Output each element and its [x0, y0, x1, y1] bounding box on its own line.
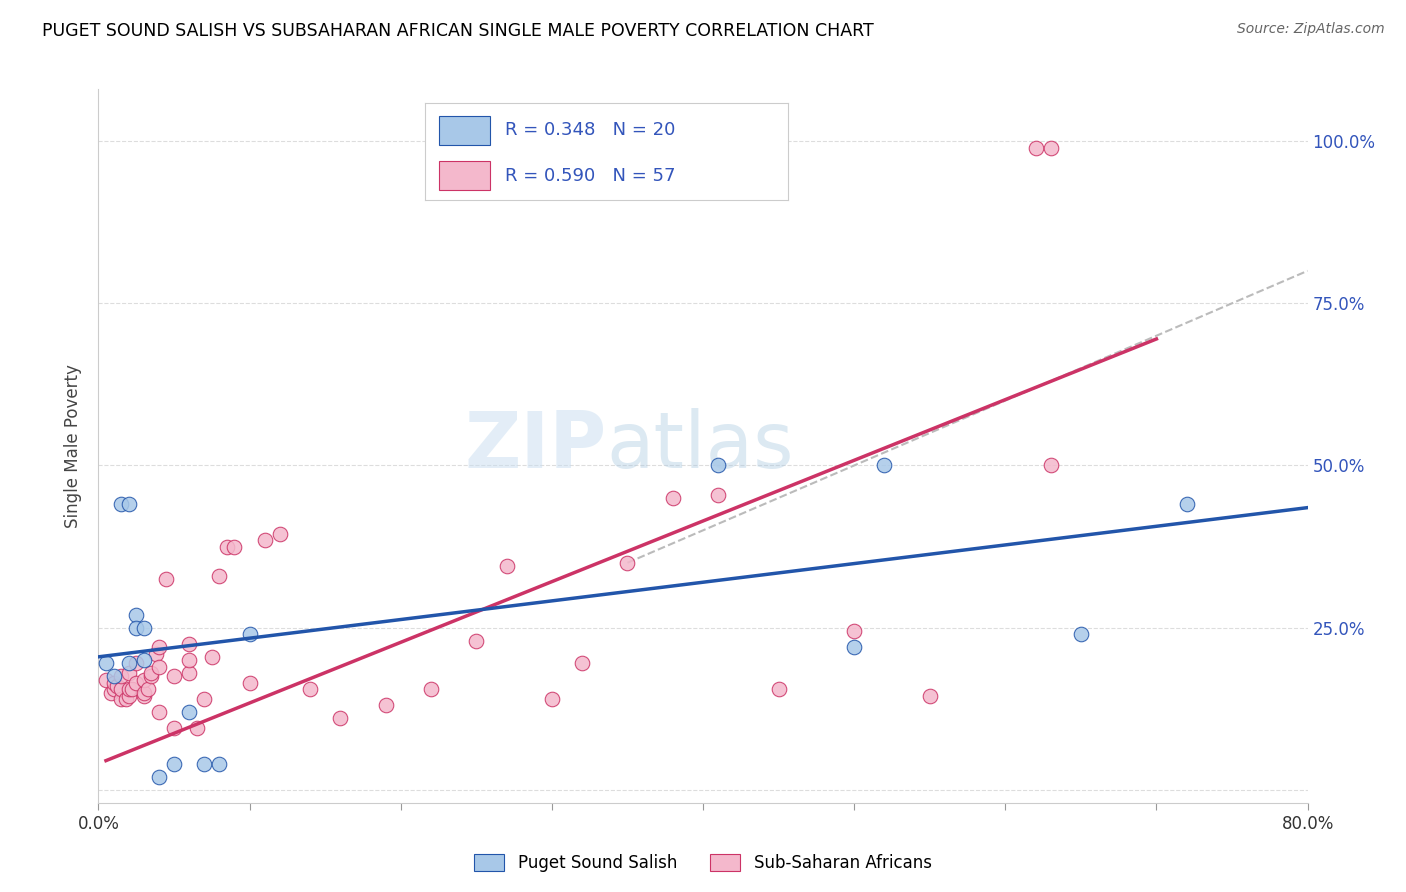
Point: [208, 756, 231, 771]
Point: [269, 526, 291, 541]
Point: [707, 458, 730, 473]
Point: [707, 488, 730, 502]
Point: [179, 637, 201, 651]
Point: [844, 640, 866, 654]
Point: [118, 682, 141, 697]
Point: [540, 692, 562, 706]
Point: [239, 627, 262, 641]
Point: [132, 689, 155, 703]
Point: [193, 756, 215, 771]
Point: [186, 721, 208, 735]
Point: [768, 682, 790, 697]
Point: [1039, 458, 1062, 473]
Point: [253, 533, 276, 547]
Point: [374, 698, 396, 713]
Point: [141, 669, 163, 683]
Point: [155, 572, 177, 586]
Point: [179, 653, 201, 667]
Point: [105, 679, 128, 693]
Point: [103, 682, 125, 697]
Point: [136, 682, 159, 697]
Point: [179, 666, 201, 681]
Point: [420, 682, 443, 697]
Text: Source: ZipAtlas.com: Source: ZipAtlas.com: [1237, 22, 1385, 37]
Point: [918, 689, 941, 703]
Point: [118, 689, 141, 703]
Point: [299, 682, 322, 697]
Point: [125, 607, 148, 622]
Point: [132, 621, 155, 635]
Text: ZIP: ZIP: [464, 408, 606, 484]
Point: [125, 621, 148, 635]
Point: [94, 657, 117, 671]
Point: [94, 673, 117, 687]
Point: [110, 692, 132, 706]
Point: [148, 705, 170, 719]
Point: [571, 657, 593, 671]
Point: [110, 497, 132, 511]
Point: [118, 666, 141, 681]
Point: [844, 624, 866, 638]
Text: atlas: atlas: [606, 408, 794, 484]
Point: [661, 491, 683, 505]
Point: [215, 540, 238, 554]
Point: [179, 705, 201, 719]
Point: [110, 669, 132, 683]
Point: [100, 685, 122, 699]
Point: [145, 647, 167, 661]
Y-axis label: Single Male Poverty: Single Male Poverty: [65, 364, 83, 528]
Point: [132, 653, 155, 667]
Point: [239, 675, 262, 690]
Point: [465, 633, 488, 648]
Point: [201, 649, 224, 664]
Point: [132, 685, 155, 699]
Point: [495, 559, 517, 574]
Point: [616, 556, 638, 570]
Point: [121, 682, 143, 697]
Point: [163, 756, 186, 771]
Point: [132, 673, 155, 687]
Point: [148, 659, 170, 673]
Point: [1070, 627, 1092, 641]
Legend: Puget Sound Salish, Sub-Saharan Africans: Puget Sound Salish, Sub-Saharan Africans: [465, 846, 941, 880]
Point: [148, 640, 170, 654]
Point: [163, 669, 186, 683]
Point: [329, 711, 352, 725]
Point: [103, 675, 125, 690]
Point: [873, 458, 896, 473]
Point: [125, 675, 148, 690]
Point: [193, 692, 215, 706]
Point: [118, 657, 141, 671]
Point: [224, 540, 246, 554]
Point: [1024, 140, 1046, 154]
Point: [148, 770, 170, 784]
Point: [125, 657, 148, 671]
Point: [114, 692, 136, 706]
Point: [110, 682, 132, 697]
Text: PUGET SOUND SALISH VS SUBSAHARAN AFRICAN SINGLE MALE POVERTY CORRELATION CHART: PUGET SOUND SALISH VS SUBSAHARAN AFRICAN…: [42, 22, 875, 40]
Point: [1039, 140, 1062, 154]
Point: [1175, 497, 1198, 511]
Point: [163, 721, 186, 735]
Point: [208, 568, 231, 582]
Point: [141, 666, 163, 681]
Point: [118, 497, 141, 511]
Point: [103, 669, 125, 683]
